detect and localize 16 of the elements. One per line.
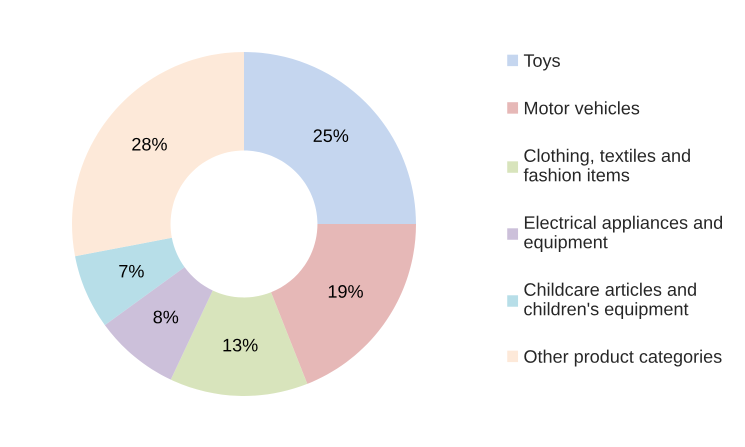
data-label: 19% <box>328 285 363 298</box>
donut-slice <box>271 224 416 384</box>
legend-label: Motor vehicles <box>524 101 640 114</box>
legend-label: Childcare articles and children's equipment <box>524 282 696 319</box>
legend-label: Clothing, textiles and fashion items <box>524 148 690 182</box>
data-label: 8% <box>154 310 178 324</box>
legend-label: Toys <box>524 54 560 71</box>
legend-label: Electrical appliances and equipment <box>524 216 722 252</box>
data-label: 13% <box>223 338 258 352</box>
data-label: 25% <box>314 129 348 142</box>
data-label: 7% <box>119 264 144 278</box>
data-label: 28% <box>132 138 167 151</box>
donut-slice <box>75 238 185 326</box>
legend-label: Other product categories <box>524 350 722 366</box>
donut-slice <box>72 52 244 256</box>
donut-slice <box>244 52 416 224</box>
